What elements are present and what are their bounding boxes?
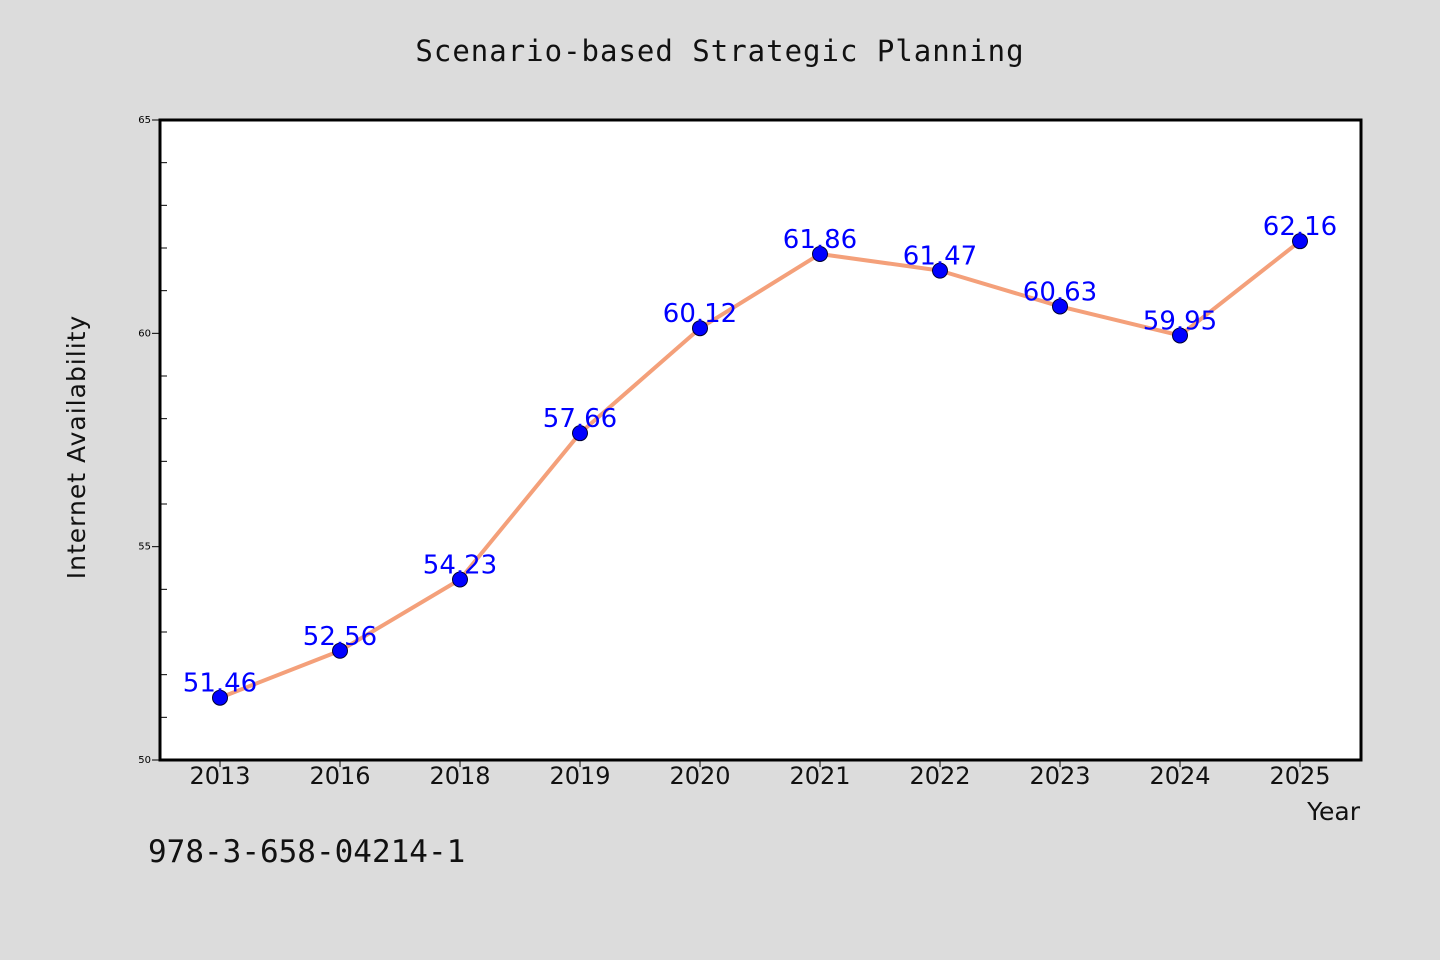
data-label: 60.12 [663, 299, 737, 329]
data-point [932, 262, 948, 279]
x-tick-label: 2018 [429, 762, 490, 790]
x-tick-label: 2023 [1029, 762, 1090, 790]
x-tick-label: 2016 [309, 762, 370, 790]
data-labels: 51.46 52.56 54.23 57.66 60.12 61.86 61.47 60.63… [183, 212, 1337, 699]
data-label: 57.66 [543, 404, 617, 434]
data-point [1292, 233, 1308, 250]
data-point [692, 320, 708, 337]
data-point [1052, 298, 1068, 315]
y-axis: 50 55 60 65 Internet Availability [62, 115, 167, 766]
data-point [572, 425, 588, 442]
x-tick-label: 2024 [1149, 762, 1210, 790]
series-line [219, 239, 1302, 700]
y-tick-label: 65 [138, 115, 151, 126]
x-tick-label: 2021 [789, 762, 850, 790]
x-tick-label: 2020 [669, 762, 730, 790]
data-label: 52.56 [303, 622, 377, 652]
data-label: 54.23 [423, 551, 497, 581]
data-label: 61.47 [903, 242, 977, 272]
data-point [452, 571, 468, 588]
y-tick-label: 50 [138, 755, 151, 766]
x-tick-label: 2025 [1269, 762, 1330, 790]
data-point [332, 642, 348, 659]
series-internet-availability [212, 233, 1308, 706]
data-label: 59.95 [1143, 306, 1217, 336]
plot-border [158, 118, 1363, 762]
y-tick-label: 55 [138, 542, 151, 553]
data-point [1172, 327, 1188, 344]
y-axis-label: Internet Availability [62, 315, 91, 579]
data-label: 62.16 [1263, 212, 1337, 242]
data-point [212, 689, 228, 706]
x-tick-label: 2019 [549, 762, 610, 790]
data-label: 51.46 [183, 669, 257, 699]
y-tick-label: 60 [138, 328, 151, 339]
data-point [812, 245, 828, 262]
plot-area [160, 120, 1361, 760]
x-tick-label: 2013 [189, 762, 250, 790]
isbn-text: 978-3-658-04214-1 [148, 834, 466, 870]
data-label: 61.86 [783, 225, 857, 255]
chart-title: Scenario-based Strategic Planning [415, 34, 1025, 68]
x-axis-label: Year [1306, 797, 1361, 826]
x-axis: 2013 2016 2018 2019 2020 2021 2022 2023 2024 2025… [158, 118, 1363, 826]
x-tick-label: 2022 [909, 762, 970, 790]
data-label: 60.63 [1023, 277, 1097, 307]
